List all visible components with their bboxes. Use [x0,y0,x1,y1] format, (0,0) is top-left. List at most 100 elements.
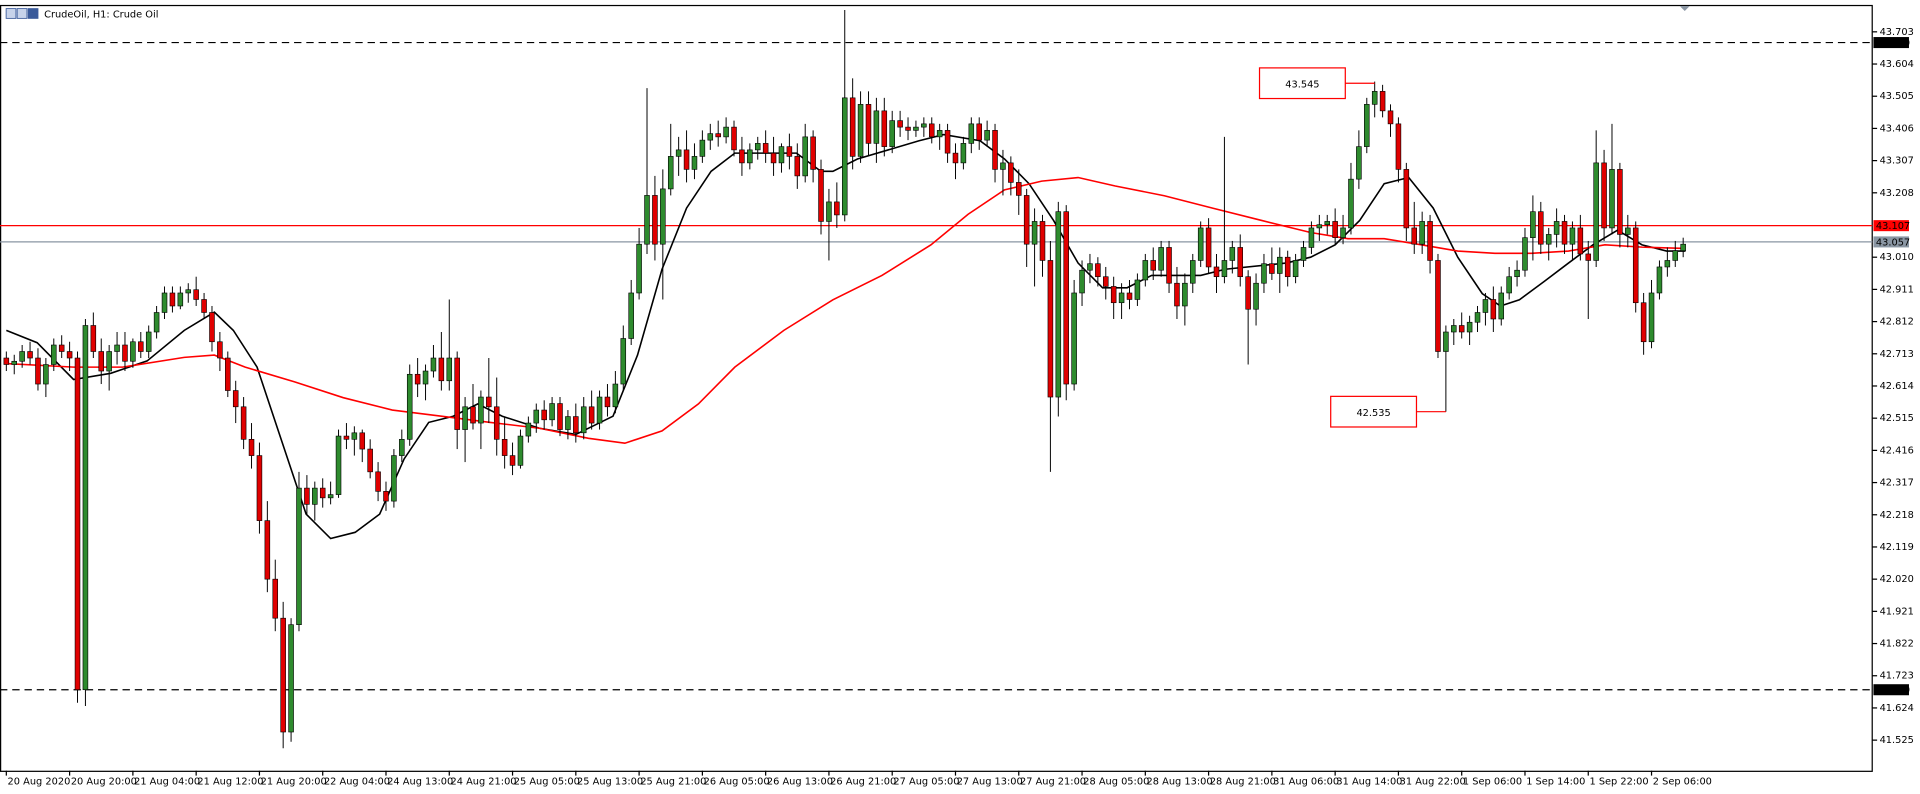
y-tick-label: 42.812 [1880,317,1914,328]
candle-body [1648,292,1655,343]
x-tick-label: 1 Sep 22:00 [1589,777,1648,788]
moving-average [6,176,1686,445]
candle-body [1182,282,1188,307]
candle-body [1063,211,1069,385]
candle-body [391,455,397,502]
x-tick-label: 24 Aug 21:00 [450,777,516,788]
candle-body [1134,279,1141,300]
candle-body [1190,260,1196,284]
candle-body [1379,91,1386,112]
candle-body [1498,292,1505,320]
candle-body [1245,276,1251,310]
y-tick-label: 43.604 [1880,59,1914,70]
candle-body [169,292,176,307]
candle-body [27,351,33,359]
candle-body [1031,221,1038,245]
candle-body [1292,260,1299,278]
candle-body [138,341,144,352]
candle-body [1411,227,1418,245]
level-label-box [1873,236,1909,248]
candle-body [525,422,532,437]
chart-title: CrudeOil, H1: Crude Oil [44,10,158,21]
candle-body [1308,227,1315,248]
candle-body [683,149,690,170]
candle-body [51,344,57,365]
candle-body [1458,325,1465,333]
candle-body [826,201,832,222]
candle-body [1348,178,1354,229]
candle-body [509,455,516,466]
candle-body [1284,256,1291,278]
y-tick-label: 43.307 [1880,156,1914,167]
x-tick-label: 21 Aug 04:00 [134,777,200,788]
candle-body [1174,282,1180,307]
candle-body [1277,256,1283,274]
candle-body [1403,169,1410,229]
candle-body [675,149,682,157]
x-tick-label: 31 Aug 06:00 [1273,777,1339,788]
x-tick-label: 27 Aug 05:00 [893,777,959,788]
x-tick-label: 28 Aug 21:00 [1210,777,1276,788]
candle-body [1008,162,1014,183]
y-tick-label: 42.218 [1880,510,1914,521]
candle-body [201,299,207,313]
candle-body [185,289,192,294]
candle-body [406,373,413,440]
x-tick-label: 22 Aug 04:00 [324,777,390,788]
candle-body [430,357,437,372]
candle-body [1601,162,1607,229]
candle-body [1553,221,1560,235]
level-label-box [1873,37,1909,49]
candle-body [968,123,975,144]
candle-body [604,396,611,408]
candle-body [770,152,777,164]
candle-body [74,357,81,691]
candle-body [1435,260,1441,352]
x-tick-label: 25 Aug 13:00 [577,777,643,788]
candle-body [1332,221,1338,238]
level-label: 43.670 [1876,38,1910,49]
y-tick-label: 42.317 [1880,478,1914,489]
x-tick-label: 31 Aug 22:00 [1400,777,1466,788]
candle-body [802,136,808,177]
candle-body [1371,91,1378,105]
x-tick-label: 24 Aug 13:00 [387,777,453,788]
candle-body [232,390,239,408]
candle-body [1205,227,1212,268]
candle-body [1427,221,1433,261]
candle-body [106,351,112,372]
candle-body [264,520,271,580]
x-tick-label: 20 Aug 2020 [8,777,71,788]
candle-body [1585,253,1592,261]
candle-body [438,357,445,382]
candle-body [383,491,389,502]
candle-body [1466,321,1473,333]
candle-body [1103,276,1109,287]
annotation-label: 42.535 [1356,408,1390,419]
candle-body [19,351,25,362]
x-tick-label: 21 Aug 12:00 [197,777,263,788]
y-tick-label: 42.614 [1880,381,1914,392]
candle-body [1055,211,1062,398]
x-tick-label: 21 Aug 20:00 [261,777,327,788]
candle-body [715,133,721,138]
candle-body [359,432,366,450]
y-tick-label: 41.723 [1880,671,1914,682]
candle-body [913,126,919,131]
candle-body [762,143,769,154]
candle-body [1530,211,1536,238]
candle-body [1474,312,1481,323]
candle-body [446,357,453,382]
y-tick-label: 42.515 [1880,413,1914,424]
candle-body [288,624,294,733]
candle-body [707,133,714,141]
candle-body [1253,282,1259,310]
candle-body [620,338,627,385]
candle-body [1197,227,1204,261]
candle-body [114,344,120,352]
candle-body [1577,227,1584,255]
candle-body [976,123,982,141]
level-label: 41.680 [1876,685,1910,696]
candle-body [414,373,421,385]
candle-body [1522,237,1528,271]
